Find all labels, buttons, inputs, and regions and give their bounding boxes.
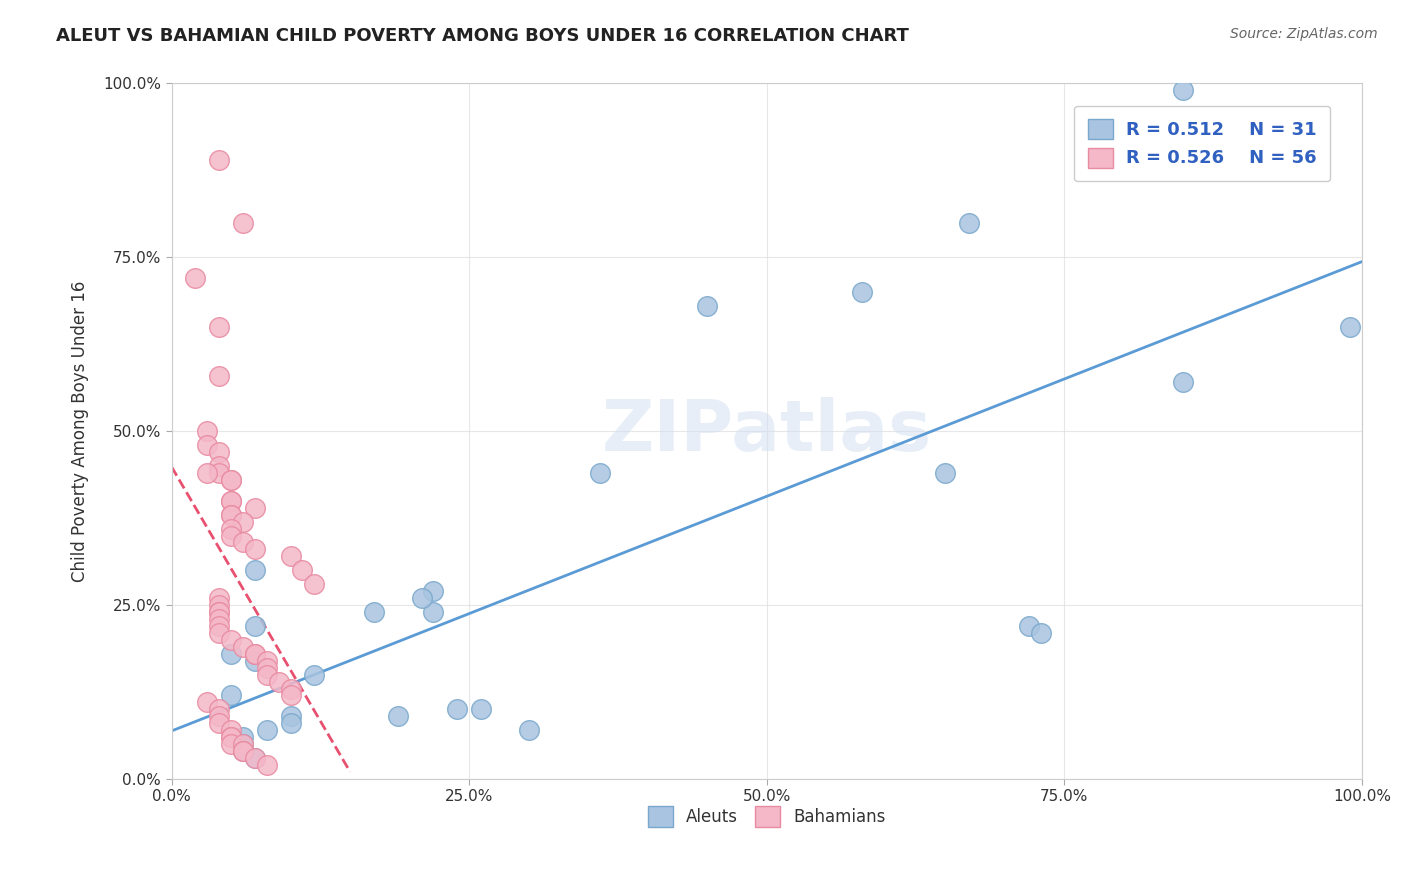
- Legend: Aleuts, Bahamians: Aleuts, Bahamians: [641, 799, 893, 833]
- Bahamians: [232, 640, 254, 654]
- Aleuts: [387, 709, 409, 723]
- Aleuts: [243, 619, 266, 633]
- Bahamians: [219, 508, 242, 522]
- Bahamians: [208, 598, 231, 612]
- Bahamians: [208, 368, 231, 383]
- Bahamians: [243, 542, 266, 557]
- Aleuts: [446, 702, 468, 716]
- Aleuts: [363, 605, 385, 619]
- Aleuts: [422, 584, 444, 599]
- Aleuts: [1029, 625, 1052, 640]
- Y-axis label: Child Poverty Among Boys Under 16: Child Poverty Among Boys Under 16: [72, 280, 89, 582]
- Aleuts: [243, 751, 266, 765]
- Bahamians: [219, 723, 242, 738]
- Bahamians: [304, 577, 326, 591]
- Text: ZIPatlas: ZIPatlas: [602, 397, 932, 466]
- Bahamians: [195, 466, 218, 480]
- Bahamians: [267, 674, 290, 689]
- Bahamians: [219, 473, 242, 487]
- Bahamians: [243, 647, 266, 661]
- Bahamians: [219, 528, 242, 542]
- Bahamians: [208, 605, 231, 619]
- Bahamians: [219, 730, 242, 744]
- Bahamians: [195, 438, 218, 452]
- Bahamians: [280, 681, 302, 696]
- Bahamians: [232, 215, 254, 229]
- Aleuts: [957, 215, 980, 229]
- Bahamians: [208, 319, 231, 334]
- Bahamians: [219, 508, 242, 522]
- Bahamians: [208, 445, 231, 459]
- Bahamians: [219, 493, 242, 508]
- Aleuts: [470, 702, 492, 716]
- Aleuts: [411, 591, 433, 606]
- Aleuts: [232, 730, 254, 744]
- Bahamians: [232, 515, 254, 529]
- Aleuts: [1173, 376, 1195, 390]
- Bahamians: [208, 709, 231, 723]
- Bahamians: [195, 695, 218, 709]
- Aleuts: [1173, 83, 1195, 97]
- Aleuts: [589, 466, 612, 480]
- Bahamians: [243, 500, 266, 515]
- Bahamians: [195, 424, 218, 438]
- Bahamians: [256, 654, 278, 668]
- Bahamians: [232, 535, 254, 549]
- Aleuts: [232, 737, 254, 751]
- Bahamians: [208, 625, 231, 640]
- Aleuts: [232, 744, 254, 758]
- Bahamians: [232, 744, 254, 758]
- Bahamians: [208, 605, 231, 619]
- Bahamians: [219, 473, 242, 487]
- Bahamians: [208, 591, 231, 606]
- Aleuts: [219, 647, 242, 661]
- Bahamians: [219, 522, 242, 536]
- Bahamians: [208, 153, 231, 167]
- Bahamians: [219, 493, 242, 508]
- Bahamians: [280, 549, 302, 564]
- Aleuts: [422, 605, 444, 619]
- Aleuts: [243, 654, 266, 668]
- Aleuts: [219, 689, 242, 703]
- Bahamians: [256, 660, 278, 674]
- Aleuts: [256, 723, 278, 738]
- Bahamians: [291, 563, 314, 577]
- Text: Source: ZipAtlas.com: Source: ZipAtlas.com: [1230, 27, 1378, 41]
- Bahamians: [208, 458, 231, 473]
- Bahamians: [243, 647, 266, 661]
- Bahamians: [184, 271, 207, 285]
- Aleuts: [851, 285, 873, 299]
- Aleuts: [243, 563, 266, 577]
- Bahamians: [208, 716, 231, 731]
- Aleuts: [696, 299, 718, 313]
- Bahamians: [208, 619, 231, 633]
- Aleuts: [280, 709, 302, 723]
- Bahamians: [280, 689, 302, 703]
- Aleuts: [1018, 619, 1040, 633]
- Bahamians: [256, 758, 278, 772]
- Bahamians: [219, 737, 242, 751]
- Aleuts: [517, 723, 540, 738]
- Aleuts: [1339, 319, 1361, 334]
- Bahamians: [232, 737, 254, 751]
- Bahamians: [219, 730, 242, 744]
- Aleuts: [304, 667, 326, 681]
- Aleuts: [280, 716, 302, 731]
- Bahamians: [208, 466, 231, 480]
- Aleuts: [934, 466, 956, 480]
- Bahamians: [219, 632, 242, 647]
- Bahamians: [232, 744, 254, 758]
- Text: ALEUT VS BAHAMIAN CHILD POVERTY AMONG BOYS UNDER 16 CORRELATION CHART: ALEUT VS BAHAMIAN CHILD POVERTY AMONG BO…: [56, 27, 910, 45]
- Bahamians: [208, 612, 231, 626]
- Bahamians: [208, 702, 231, 716]
- Bahamians: [256, 667, 278, 681]
- Bahamians: [243, 751, 266, 765]
